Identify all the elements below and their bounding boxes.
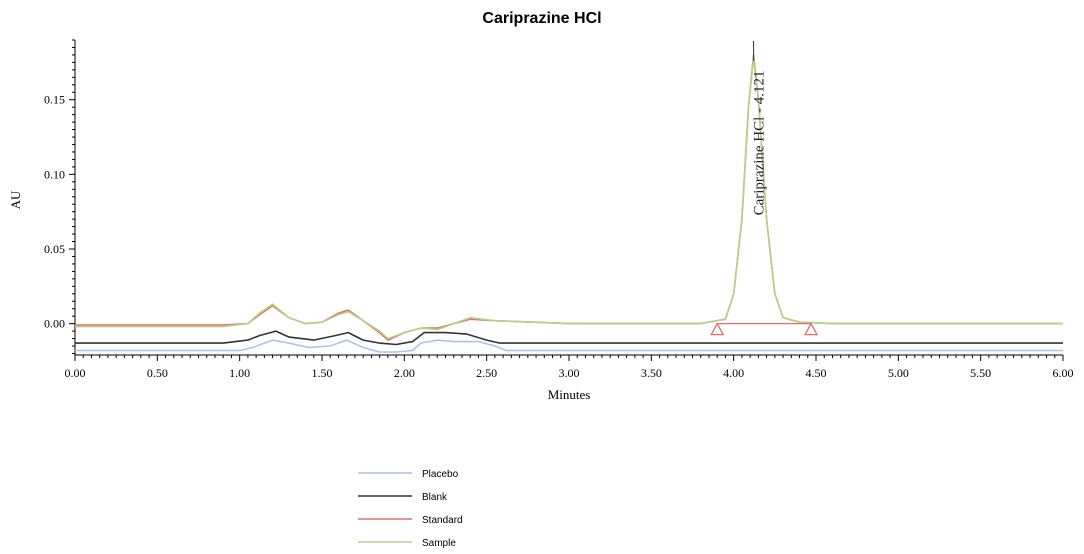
plot-area [75,40,1063,355]
y-axis-label: AU [8,190,23,209]
y-tick-label: 0.05 [44,242,65,256]
x-tick-label: 1.50 [312,366,333,380]
integration-start-marker [710,322,725,336]
x-tick-label: 3.50 [641,366,662,380]
y-tick-label: 0.15 [44,93,65,107]
y-tick-label: 0.10 [44,167,65,181]
legend: Placebo Blank Standard Sample [358,469,463,549]
x-tick-label: 5.50 [970,366,991,380]
x-tick-label: 1.00 [229,366,250,380]
x-tick-label: 0.50 [147,366,168,380]
x-tick-label: 4.50 [806,366,827,380]
peak-label: Cariprazine HCl - 4.121 [752,70,768,215]
chart-title: Cariprazine HCl [482,10,601,27]
legend-label-standard: Standard [422,515,463,526]
peak-annotation-group: Cariprazine HCl - 4.121 [752,40,768,215]
x-tick-label: 4.00 [723,366,744,380]
legend-label-sample: Sample [422,538,456,549]
y-axis-ticks: 0.00 0.05 0.10 0.15 [44,39,75,355]
y-tick-label: 0.00 [44,317,65,331]
series-line-sample [75,57,1063,340]
x-tick-label: 2.50 [476,366,497,380]
x-axis-ticks: 0.00 0.50 1.00 1.50 2.00 2.50 3.00 3.50 4.00 4.50… [65,355,1074,380]
x-axis-label: Minutes [548,387,591,402]
x-tick-label: 5.00 [888,366,909,380]
x-tick-label: 6.00 [1053,366,1074,380]
x-tick-label: 3.00 [559,366,580,380]
integration-end-marker [803,322,819,336]
series-line-placebo [75,339,1063,353]
x-tick-label: 0.00 [65,366,86,380]
series-line-blank [75,330,1063,346]
x-tick-label: 2.00 [394,366,415,380]
integration-markers [710,322,819,336]
legend-label-blank: Blank [422,492,448,503]
series-lines [75,54,1063,353]
legend-label-placebo: Placebo [422,469,459,480]
